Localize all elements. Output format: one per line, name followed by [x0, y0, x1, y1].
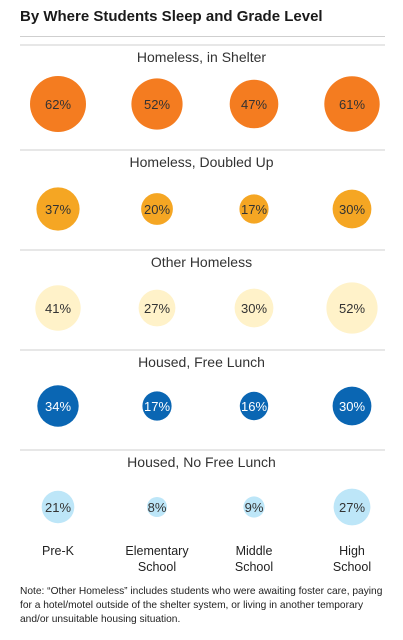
- data-label: 47%: [241, 97, 267, 112]
- bubble: [36, 187, 80, 231]
- bubble: [35, 285, 81, 331]
- data-label: 41%: [45, 301, 71, 316]
- data-label: 9%: [245, 500, 264, 515]
- data-label: 30%: [241, 301, 267, 316]
- category-label: School: [333, 560, 371, 574]
- category-label: High: [339, 544, 365, 558]
- data-label: 16%: [241, 399, 267, 414]
- bubble: [37, 385, 79, 427]
- data-label: 30%: [339, 399, 365, 414]
- bubble: [332, 386, 372, 426]
- data-label: 8%: [148, 500, 167, 515]
- category-label: Elementary: [125, 544, 189, 558]
- data-label: 17%: [144, 399, 170, 414]
- bubble-chart: Homeless, in Shelter 62% 52% 47% 61% Homeless…: [20, 44, 385, 574]
- category-label: School: [235, 560, 273, 574]
- bubble: [131, 78, 183, 130]
- bubble: [326, 282, 378, 334]
- bubble: [138, 289, 176, 327]
- series-header: Homeless, in Shelter: [137, 49, 267, 65]
- category-label: School: [138, 560, 176, 574]
- series-header: Homeless, Doubled Up: [130, 154, 274, 170]
- data-label: 30%: [339, 202, 365, 217]
- bubble: [333, 488, 371, 526]
- data-label: 27%: [339, 500, 365, 515]
- chart-title: By Where Students Sleep and Grade Level: [20, 8, 323, 25]
- data-label: 52%: [339, 301, 365, 316]
- bubble: [332, 189, 372, 229]
- series-header: Housed, No Free Lunch: [127, 454, 276, 470]
- data-label: 52%: [144, 97, 170, 112]
- series-header: Other Homeless: [151, 254, 252, 270]
- bubble: [239, 194, 269, 224]
- data-label: 21%: [45, 500, 71, 515]
- data-label: 34%: [45, 399, 71, 414]
- series-header: Housed, Free Lunch: [138, 354, 265, 370]
- bubble: [229, 79, 279, 129]
- data-label: 17%: [241, 202, 267, 217]
- data-label: 62%: [45, 97, 71, 112]
- title-divider: [20, 36, 385, 37]
- category-label: Middle: [236, 544, 273, 558]
- data-label: 27%: [144, 301, 170, 316]
- bubble: [234, 288, 274, 328]
- bubble: [30, 76, 86, 132]
- bubble: [324, 76, 380, 132]
- bubble: [142, 391, 172, 421]
- category-label: Pre-K: [42, 544, 75, 558]
- data-label: 61%: [339, 97, 365, 112]
- bubble: [147, 497, 167, 517]
- footnote: Note: “Other Homeless” includes students…: [20, 586, 383, 625]
- bubble: [41, 490, 75, 524]
- bubble: [243, 496, 265, 518]
- data-label: 20%: [144, 202, 170, 217]
- bubble: [141, 193, 173, 225]
- data-label: 37%: [45, 202, 71, 217]
- bubble: [239, 391, 269, 421]
